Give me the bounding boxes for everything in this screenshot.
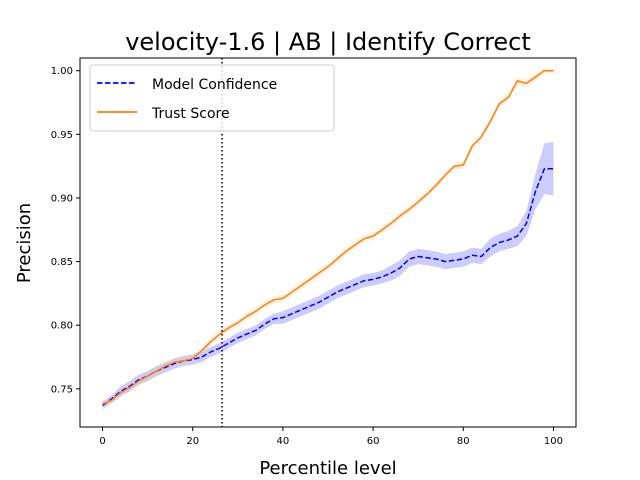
chart-title: velocity-1.6 | AB | Identify Correct: [125, 28, 531, 56]
y-tick-label: 0.80: [51, 321, 73, 332]
y-tick-label: 0.75: [51, 384, 73, 395]
y-tick-label: 0.90: [51, 193, 73, 204]
series-line-trust-score: [102, 69, 554, 405]
confidence-band-trust-score: [102, 68, 554, 408]
legend: Model Confidence Trust Score: [89, 64, 335, 132]
x-tick-label: 80: [457, 436, 470, 447]
legend-label-model-confidence: Model Confidence: [152, 77, 277, 93]
series-line-model-confidence: [102, 167, 554, 407]
y-tick-label: 1.00: [51, 66, 73, 77]
x-axis: 0 20 40 60 80 100: [99, 427, 563, 447]
y-tick-label: 0.85: [51, 257, 73, 268]
plot-frame: [79, 57, 577, 428]
legend-label-trust-score: Trust Score: [151, 106, 230, 122]
x-tick-label: 100: [544, 436, 563, 447]
y-axis: 0.75 0.80 0.85 0.90 0.95 1.00: [51, 66, 80, 395]
y-tick-label: 0.95: [51, 130, 73, 141]
x-tick-label: 0: [99, 436, 105, 447]
x-tick-label: 60: [367, 436, 380, 447]
legend-box: [89, 64, 335, 132]
x-tick-label: 20: [186, 436, 199, 447]
x-axis-title: Percentile level: [259, 458, 396, 479]
y-axis-title: Precision: [14, 203, 35, 283]
x-tick-label: 40: [277, 436, 290, 447]
